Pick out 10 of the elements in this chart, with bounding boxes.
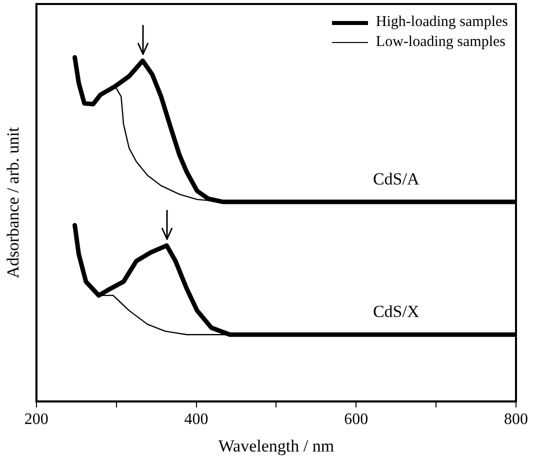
x-tick-label: 200	[24, 411, 48, 428]
x-axis-title: Wavelength / nm	[218, 436, 334, 456]
legend-label: Low-loading samples	[376, 34, 506, 50]
annotation: CdS/A	[372, 169, 420, 188]
x-tick-label: 400	[184, 411, 208, 428]
y-axis-title: Adsorbance / arb. unit	[4, 126, 23, 278]
x-tick-label: 600	[344, 411, 368, 428]
legend-label: High-loading samples	[376, 14, 508, 30]
x-tick-label: 800	[504, 411, 528, 428]
annotation: CdS/X	[372, 302, 420, 322]
